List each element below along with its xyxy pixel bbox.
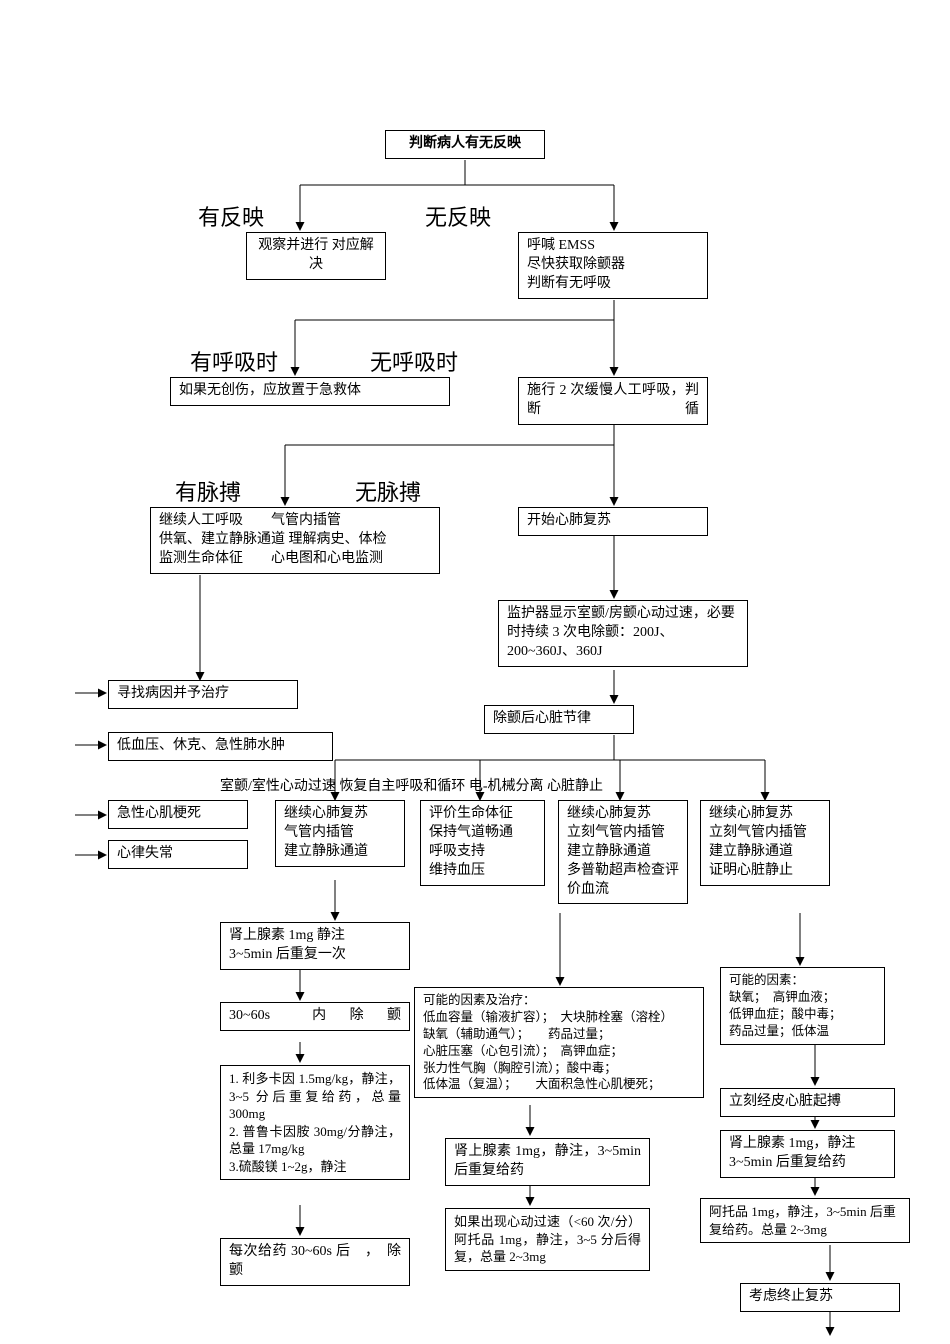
label-response-yes: 有反映 xyxy=(198,200,264,232)
node-antiarrhythmics: 1. 利多卡因 1.5mg/kg，静注，3~5 分后重复给药，总量300mg 2… xyxy=(220,1065,410,1180)
label-breathing-no: 无呼吸时 xyxy=(370,345,458,377)
node-ami: 急性心肌梗死 xyxy=(108,800,248,829)
node-assess-response: 判断病人有无反映 xyxy=(385,130,545,159)
node-hypotension: 低血压、休克、急性肺水肿 xyxy=(108,732,333,761)
node-pacing: 立刻经皮心脏起搏 xyxy=(720,1088,895,1117)
node-col4-asystole: 继续心肺复苏 立刻气管内插管 建立静脉通道 证明心脏静止 xyxy=(700,800,830,886)
node-arrhythmia: 心律失常 xyxy=(108,840,248,869)
node-consider-terminate: 考虑终止复苏 xyxy=(740,1283,900,1312)
node-atropine-asystole: 阿托品 1mg，静注，3~5min 后重复给药。总量 2~3mg xyxy=(700,1198,910,1243)
label-pulse-yes: 有脉搏 xyxy=(175,475,241,507)
label-pulse-no: 无脉搏 xyxy=(355,475,421,507)
node-epi-pea: 肾上腺素 1mg，静注，3~5min 后重复给药 xyxy=(445,1138,650,1186)
node-observe: 观察并进行 对应解决 xyxy=(246,232,386,280)
node-asystole-causes: 可能的因素： 缺氧； 高钾血液； 低钾血症；酸中毒； 药品过量；低体温 xyxy=(720,967,885,1045)
label-breathing-yes: 有呼吸时 xyxy=(190,345,278,377)
node-defib-30-60: 30~60s 内 除 颤 xyxy=(220,1002,410,1031)
node-col2-vitals: 评价生命体征 保持气道畅通 呼吸支持 维持血压 xyxy=(420,800,545,886)
node-rescue-breaths: 施行 2 次缓慢人工呼吸，判断循 xyxy=(518,377,708,425)
node-pulse-yes-actions: 继续人工呼吸 气管内插管 供氧、建立静脉通道 理解病史、体检 监测生命体征 心电… xyxy=(150,507,440,574)
node-col3-pea: 继续心肺复苏 立刻气管内插管 建立静脉通道 多普勒超声检查评价血流 xyxy=(558,800,688,904)
row-rhythm-labels: 室颤/室性心动过速 恢复自主呼吸和循环 电-机械分离 心脏静止 xyxy=(220,775,840,795)
node-epi-asystole: 肾上腺素 1mg，静注 3~5min 后重复给药 xyxy=(720,1130,895,1178)
node-recovery-position: 如果无创伤，应放置于急救体 xyxy=(170,377,450,406)
node-start-cpr: 开始心肺复苏 xyxy=(518,507,708,536)
node-pea-causes: 可能的因素及治疗： 低血容量（输液扩容）； 大块肺栓塞（溶栓） 缺氧（辅助通气）… xyxy=(414,987,704,1098)
node-call-emss: 呼喊 EMSS 尽快获取除颤器 判断有无呼吸 xyxy=(518,232,708,299)
label-response-no: 无反映 xyxy=(425,200,491,232)
node-col1-cpr: 继续心肺复苏 气管内插管 建立静脉通道 xyxy=(275,800,405,867)
node-find-cause: 寻找病因并予治疗 xyxy=(108,680,298,709)
node-defib-after-drug: 每次给药 30~60s 后 ， 除 颤 xyxy=(220,1238,410,1286)
node-atropine-pea: 如果出现心动过速（<60 次/分）阿托品 1mg，静注，3~5 分后得复，总量 … xyxy=(445,1208,650,1271)
node-post-defib-rhythm: 除颤后心脏节律 xyxy=(484,705,634,734)
node-epi-1: 肾上腺素 1mg 静注 3~5min 后重复一次 xyxy=(220,922,410,970)
node-defib-sequence: 监护器显示室颤/房颤心动过速，必要时持续 3 次电除颤：200J、200~360… xyxy=(498,600,748,667)
